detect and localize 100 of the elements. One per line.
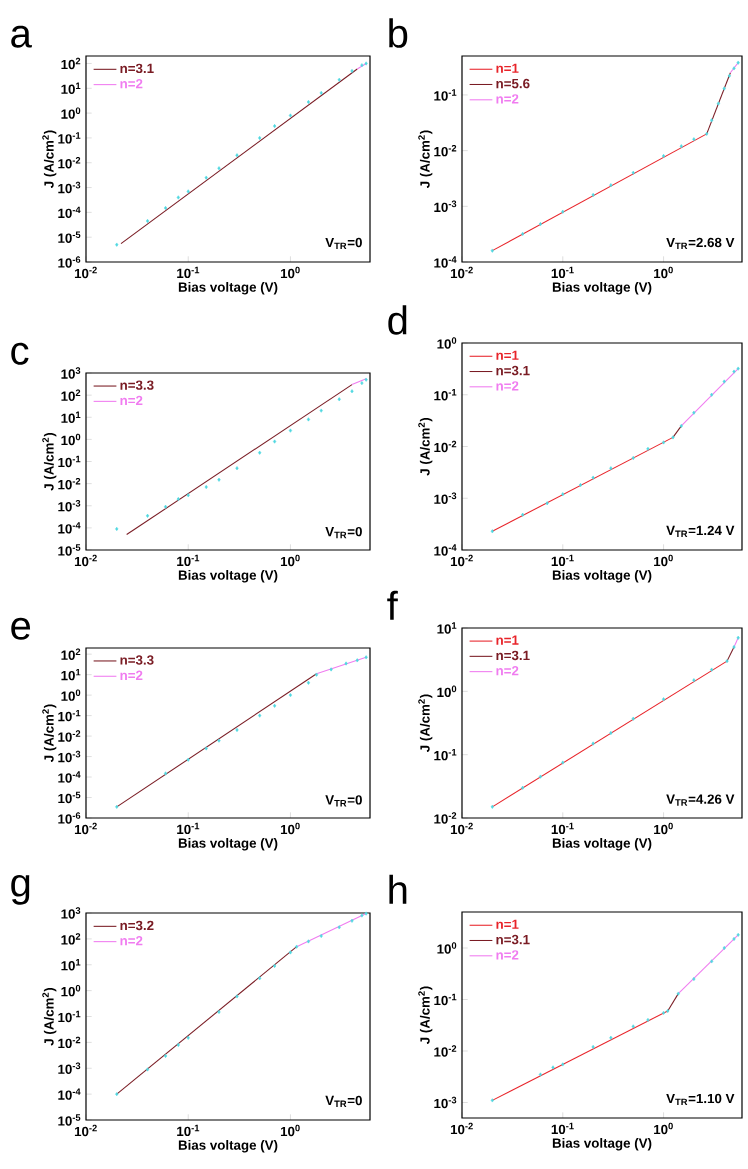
y-tick-label: 10$^{-6}$ [58, 256, 81, 268]
y-tick-label: 10$^{-2}$ [58, 157, 81, 169]
x-tick-label: 10$^{-2}$ [74, 1124, 97, 1137]
y-axis-title: J (A/cm$^{2}$) [42, 130, 57, 189]
y-tick-label: 10$^{-2}$ [58, 1036, 81, 1049]
legend-label: n=3.1 [496, 365, 530, 376]
y-tick-label: 10$^{0}$ [61, 433, 81, 446]
y-tick-label: 10$^{0}$ [61, 107, 81, 119]
legend-label: n=3.2 [120, 920, 154, 931]
legend-label: n=3.1 [496, 934, 530, 945]
legend-label: n=2 [120, 670, 143, 680]
x-tick-label: 10$^{0}$ [654, 266, 673, 279]
y-tick-label: 10$^{-3}$ [58, 750, 81, 763]
y-tick-label: 10$^{-1}$ [434, 389, 457, 401]
x-tick-label: 10$^{-2}$ [74, 266, 97, 279]
x-tick-label: 10$^{-1}$ [551, 1122, 574, 1135]
y-tick-label: 10$^{-3}$ [58, 181, 81, 194]
y-axis-title: J (A/cm$^{2}$) [418, 694, 433, 753]
legend-label: n=2 [496, 94, 519, 104]
y-tick-label: 10$^{-4}$ [58, 522, 81, 534]
x-tick-label: 10$^{-2}$ [450, 554, 473, 567]
x-tick-label: 10$^{-1}$ [177, 266, 200, 279]
y-tick-label: 10$^{-1}$ [58, 132, 81, 144]
x-tick-label: 10$^{0}$ [654, 1122, 673, 1135]
chart-title: d [388, 305, 407, 335]
y-tick-label: 10$^{-3}$ [58, 500, 81, 512]
x-tick-label: 10$^{-2}$ [450, 822, 473, 835]
y-tick-label: 10$^{-3}$ [434, 200, 457, 213]
y-tick-label: 10$^{0}$ [437, 685, 457, 698]
annotation: V$_{TR}$=0 [325, 237, 362, 250]
y-axis-title: J (A/cm$^{2}$) [418, 417, 433, 476]
legend-label: n=3.1 [120, 63, 154, 74]
x-tick-label: 10$^{-2}$ [450, 1122, 473, 1135]
x-axis-title: Bias voltage (V) [552, 838, 652, 851]
y-tick-label: 10$^{1}$ [61, 668, 81, 681]
chart-title: b [389, 18, 408, 48]
legend-label: n=2 [496, 381, 519, 391]
y-axis-title: J (A/cm$^{2}$) [418, 986, 433, 1045]
legend-label: n=2 [496, 666, 519, 676]
y-tick-label: 10$^{-1}$ [58, 1010, 81, 1023]
annotation: V$_{TR}$=4.26 V [666, 794, 735, 806]
legend-label: n=1 [496, 635, 519, 645]
y-tick-label: 10$^{-4}$ [434, 256, 457, 268]
y-tick-label: 10$^{-3}$ [434, 1096, 457, 1109]
chart-title: e [11, 617, 31, 640]
legend-label: n=2 [120, 78, 143, 89]
y-tick-label: 10$^{-2}$ [434, 812, 457, 824]
y-tick-label: 10$^{-1}$ [434, 993, 457, 1006]
y-tick-label: 10$^{2}$ [61, 933, 81, 945]
legend-label: n=3.1 [496, 650, 530, 661]
y-tick-label: 10$^{-4}$ [58, 771, 81, 783]
x-tick-label: 10$^{-2}$ [450, 266, 473, 279]
chart-title: c [11, 342, 29, 365]
x-tick-label: 10$^{0}$ [280, 554, 300, 567]
x-axis-title: Bias voltage (V) [552, 570, 652, 583]
x-tick-label: 10$^{0}$ [654, 822, 673, 835]
x-axis-title: Bias voltage (V) [552, 282, 652, 295]
y-tick-label: 10$^{0}$ [61, 689, 81, 701]
legend-label: n=1 [496, 63, 519, 73]
x-tick-label: 10$^{-2}$ [74, 822, 97, 835]
x-tick-label: 10$^{-1}$ [177, 554, 200, 567]
x-axis-title: Bias voltage (V) [552, 1138, 652, 1151]
legend-label: n=3.3 [120, 655, 154, 665]
annotation: V$_{TR}$=2.68 V [666, 237, 735, 250]
x-tick-label: 10$^{-1}$ [177, 1124, 200, 1137]
y-tick-label: 10$^{-2}$ [434, 144, 457, 157]
legend-label: n=1 [496, 350, 519, 360]
y-tick-label: 10$^{-2}$ [58, 730, 81, 742]
annotation: V$_{TR}$=1.10 V [666, 1093, 735, 1106]
legend-label: n=1 [496, 919, 519, 929]
chart-title: f [387, 590, 398, 620]
annotation: V$_{TR}$=1.24 V [666, 525, 735, 538]
x-tick-label: 10$^{-1}$ [551, 266, 574, 279]
y-tick-label: 10$^{0}$ [437, 337, 457, 349]
legend-label: n=5.6 [496, 78, 530, 89]
y-tick-label: 10$^{-1}$ [58, 455, 81, 468]
y-tick-label: 10$^{-2}$ [434, 440, 457, 453]
legend-label: n=2 [120, 395, 143, 406]
y-tick-label: 10$^{-1}$ [58, 709, 81, 722]
x-tick-label: 10$^{0}$ [280, 1124, 300, 1137]
x-axis-title: Bias voltage (V) [178, 838, 278, 851]
y-tick-label: 10$^{-3}$ [434, 492, 457, 504]
x-tick-label: 10$^{0}$ [654, 554, 673, 567]
annotation: V$_{TR}$=0 [325, 795, 362, 807]
x-tick-label: 10$^{-2}$ [74, 554, 97, 567]
y-tick-label: 10$^{-2}$ [58, 477, 81, 490]
y-tick-label: 10$^{-5}$ [58, 1114, 81, 1126]
y-tick-label: 10$^{-4}$ [434, 544, 457, 556]
y-tick-label: 10$^{-5}$ [58, 231, 81, 243]
y-tick-label: 10$^{0}$ [61, 984, 81, 997]
y-axis-title: J (A/cm$^{2}$) [42, 987, 57, 1046]
y-tick-label: 10$^{-5}$ [58, 791, 81, 804]
y-tick-label: 10$^{-5}$ [58, 544, 81, 556]
y-tick-label: 10$^{2}$ [61, 389, 81, 401]
x-tick-label: 10$^{0}$ [280, 266, 300, 279]
x-tick-label: 10$^{-1}$ [177, 822, 200, 835]
y-tick-label: 10$^{-1}$ [434, 89, 457, 101]
x-tick-label: 10$^{-1}$ [551, 822, 574, 835]
y-tick-label: 10$^{-2}$ [434, 1045, 457, 1057]
annotation: V$_{TR}$=0 [325, 1095, 362, 1108]
